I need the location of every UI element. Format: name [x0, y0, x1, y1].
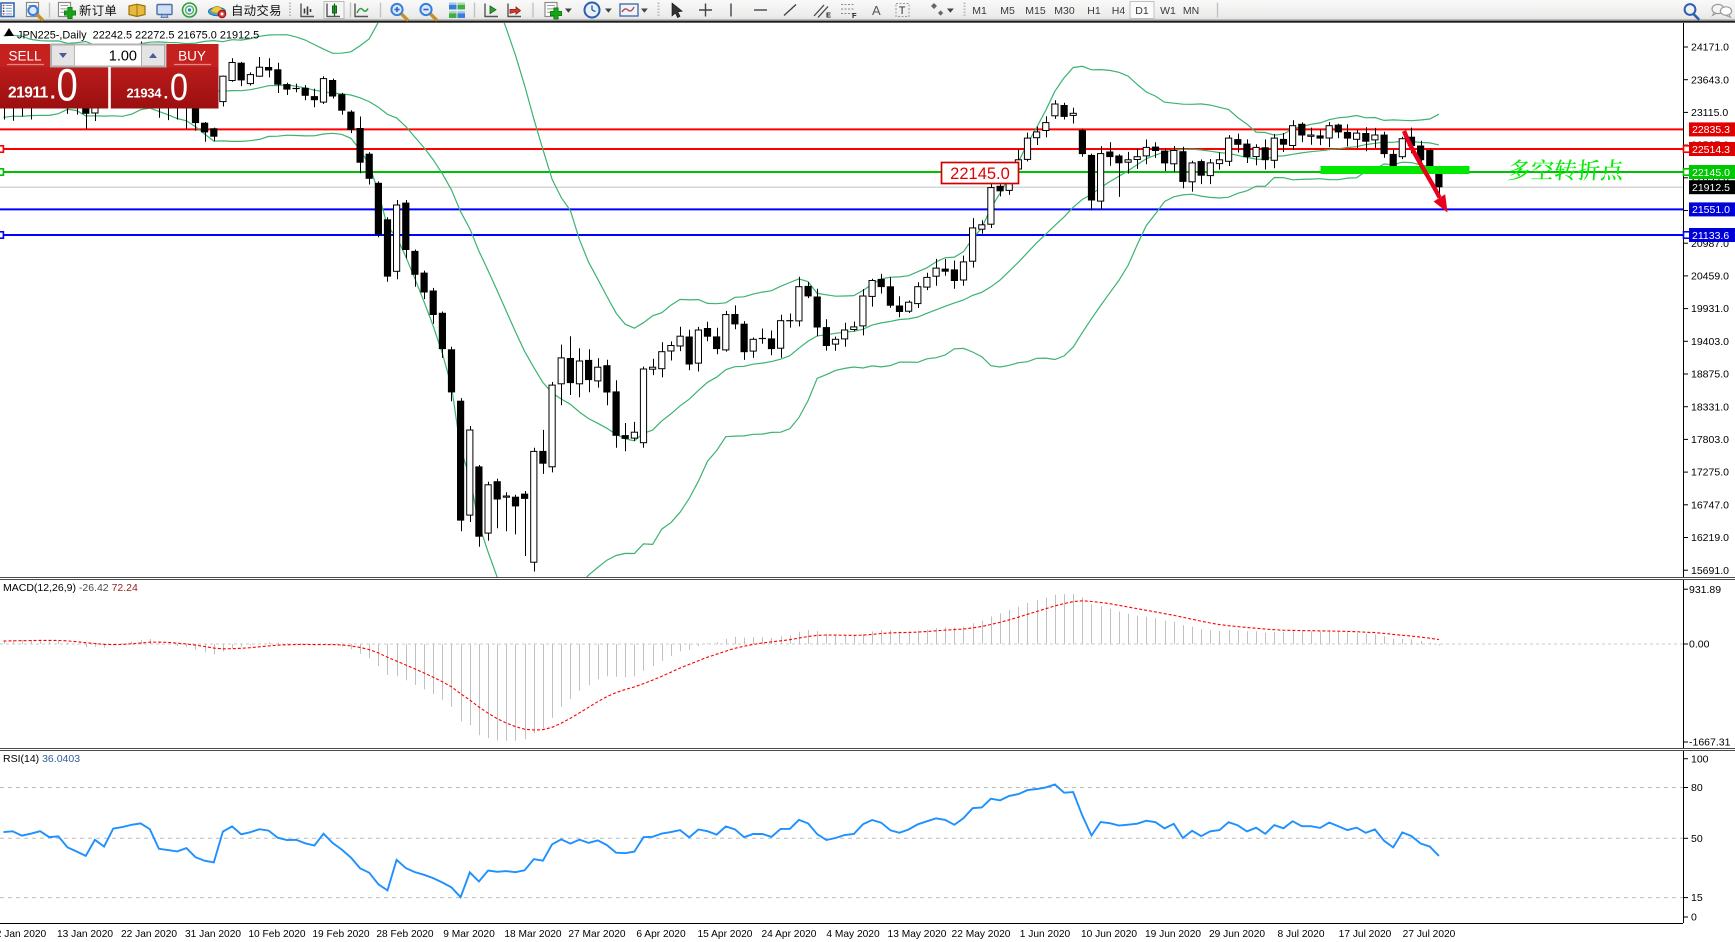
svg-text:23115.0: 23115.0	[1691, 107, 1728, 119]
svg-text:M1: M1	[972, 5, 987, 17]
svg-text:21934: 21934	[127, 86, 163, 101]
svg-text:20459.0: 20459.0	[1691, 271, 1729, 283]
svg-text:W1: W1	[1160, 5, 1176, 17]
svg-text:22 May 2020: 22 May 2020	[952, 929, 1011, 940]
svg-text:22 Jan 2020: 22 Jan 2020	[121, 929, 177, 940]
svg-text:D1: D1	[1135, 5, 1149, 17]
svg-text:13 May 2020: 13 May 2020	[888, 929, 947, 940]
svg-text:28 Feb 2020: 28 Feb 2020	[376, 929, 434, 940]
svg-text:17 Jul 2020: 17 Jul 2020	[1339, 929, 1392, 940]
svg-text:E: E	[826, 11, 831, 20]
svg-text:16747.0: 16747.0	[1691, 499, 1729, 511]
svg-text:H4: H4	[1112, 5, 1126, 17]
svg-text:MACD(12,26,9) -26.42 72.24: MACD(12,26,9) -26.42 72.24	[3, 582, 138, 594]
svg-text:-1667.31: -1667.31	[1689, 737, 1731, 749]
svg-text:10 Feb 2020: 10 Feb 2020	[248, 929, 306, 940]
svg-text:23643.0: 23643.0	[1691, 74, 1729, 86]
svg-text:JPN225-,Daily 22242.5 22272.5: JPN225-,Daily 22242.5 22272.5 21675.0 21…	[17, 30, 259, 42]
svg-text:0.00: 0.00	[1689, 639, 1710, 651]
svg-text:15 Apr 2020: 15 Apr 2020	[698, 929, 753, 940]
svg-text:80: 80	[1691, 782, 1703, 794]
svg-text:27 Mar 2020: 27 Mar 2020	[568, 929, 626, 940]
svg-text:H1: H1	[1087, 5, 1101, 17]
svg-text:MN: MN	[1183, 5, 1199, 17]
svg-text:50: 50	[1691, 833, 1703, 845]
svg-text:19403.0: 19403.0	[1691, 336, 1729, 348]
svg-text:931.89: 931.89	[1689, 584, 1721, 596]
svg-text:F: F	[852, 11, 857, 20]
svg-text:1.00: 1.00	[109, 49, 137, 65]
svg-text:9 Mar 2020: 9 Mar 2020	[443, 929, 495, 940]
svg-text:.: .	[50, 82, 56, 104]
svg-text:31 Jan 2020: 31 Jan 2020	[185, 929, 241, 940]
svg-text:A: A	[872, 3, 881, 18]
svg-text:22835.3: 22835.3	[1692, 124, 1730, 136]
svg-text:4 May 2020: 4 May 2020	[826, 929, 880, 940]
svg-text:SELL: SELL	[8, 49, 42, 64]
svg-text:21551.0: 21551.0	[1692, 204, 1730, 216]
svg-text:15691.0: 15691.0	[1691, 565, 1729, 577]
svg-text:100: 100	[1691, 753, 1709, 765]
svg-text:M30: M30	[1054, 5, 1075, 17]
svg-text:2 Jan 2020: 2 Jan 2020	[0, 929, 47, 940]
svg-text:16219.0: 16219.0	[1691, 532, 1729, 544]
svg-text:.: .	[164, 84, 169, 103]
svg-text:17275.0: 17275.0	[1691, 467, 1729, 479]
svg-text:21133.6: 21133.6	[1692, 230, 1729, 242]
svg-text:19931.0: 19931.0	[1691, 303, 1729, 315]
svg-text:M5: M5	[1000, 5, 1015, 17]
svg-text:24171.0: 24171.0	[1691, 42, 1729, 54]
svg-text:15: 15	[1691, 892, 1703, 904]
svg-text:22514.3: 22514.3	[1692, 144, 1730, 156]
svg-text:RSI(14) 36.0403: RSI(14) 36.0403	[3, 753, 80, 765]
svg-text:22145.0: 22145.0	[1692, 167, 1730, 179]
svg-text:8 Jul 2020: 8 Jul 2020	[1277, 929, 1324, 940]
svg-text:21912.5: 21912.5	[1692, 182, 1730, 194]
svg-text:1 Jun 2020: 1 Jun 2020	[1020, 929, 1071, 940]
svg-text:17803.0: 17803.0	[1691, 434, 1729, 446]
svg-text:18875.0: 18875.0	[1691, 369, 1729, 381]
svg-text:0: 0	[1691, 912, 1697, 924]
svg-text:18331.0: 18331.0	[1691, 401, 1729, 413]
svg-text:13 Jan 2020: 13 Jan 2020	[57, 929, 113, 940]
svg-text:BUY: BUY	[178, 49, 206, 64]
svg-text:10 Jun 2020: 10 Jun 2020	[1081, 929, 1137, 940]
svg-text:21911: 21911	[8, 85, 49, 102]
svg-text:0: 0	[170, 67, 188, 109]
svg-text:T: T	[899, 5, 906, 17]
svg-text:19 Jun 2020: 19 Jun 2020	[1145, 929, 1201, 940]
svg-text:24 Apr 2020: 24 Apr 2020	[762, 929, 817, 940]
svg-text:19 Feb 2020: 19 Feb 2020	[312, 929, 370, 940]
svg-text:27 Jul 2020: 27 Jul 2020	[1403, 929, 1456, 940]
svg-text:18 Mar 2020: 18 Mar 2020	[504, 929, 562, 940]
svg-text:29 Jun 2020: 29 Jun 2020	[1209, 929, 1265, 940]
svg-text:22145.0: 22145.0	[950, 165, 1010, 183]
svg-text:6 Apr 2020: 6 Apr 2020	[636, 929, 686, 940]
svg-text:M15: M15	[1025, 5, 1046, 17]
svg-text:0: 0	[57, 60, 78, 111]
